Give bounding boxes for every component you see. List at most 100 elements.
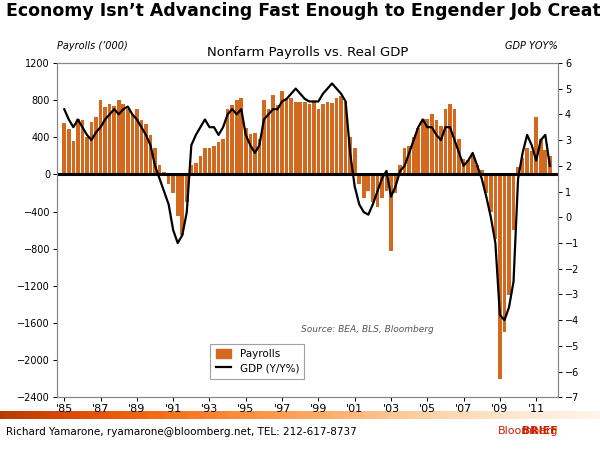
Bar	[67, 129, 71, 174]
Bar	[85, 137, 89, 174]
Bar	[271, 95, 275, 174]
Bar	[194, 163, 197, 174]
Legend: Payrolls, GDP (Y/Y%): Payrolls, GDP (Y/Y%)	[211, 344, 304, 379]
Bar	[335, 98, 338, 174]
Bar	[344, 102, 347, 174]
Bar	[135, 109, 139, 174]
Bar	[462, 159, 466, 174]
Bar	[544, 150, 547, 174]
Bar	[153, 148, 157, 174]
Text: GDP YOY%: GDP YOY%	[505, 41, 558, 51]
Bar	[466, 160, 470, 174]
Bar	[471, 156, 475, 174]
Bar	[239, 98, 243, 174]
Bar	[403, 148, 406, 174]
Bar	[131, 115, 134, 174]
Bar	[358, 174, 361, 184]
Bar	[149, 135, 152, 174]
Bar	[285, 98, 289, 174]
Bar	[112, 106, 116, 174]
Bar	[266, 109, 270, 174]
Bar	[99, 100, 103, 174]
Bar	[167, 174, 170, 184]
Bar	[144, 124, 148, 174]
Bar	[230, 105, 234, 174]
Text: BRIEF: BRIEF	[483, 426, 558, 436]
Bar	[298, 102, 302, 174]
Bar	[121, 104, 125, 174]
Bar	[140, 120, 143, 174]
Bar	[453, 109, 457, 174]
Bar	[212, 146, 216, 174]
Bar	[76, 119, 80, 174]
Bar	[257, 139, 261, 174]
Bar	[226, 109, 229, 174]
Bar	[539, 139, 542, 174]
Bar	[71, 141, 75, 174]
Bar	[371, 174, 374, 202]
Bar	[235, 100, 239, 174]
Bar	[276, 105, 280, 174]
Text: Source: BEA, BLS, Bloomberg: Source: BEA, BLS, Bloomberg	[301, 325, 434, 334]
Bar	[248, 134, 252, 174]
Bar	[321, 104, 325, 174]
Bar	[280, 91, 284, 174]
Bar	[221, 139, 225, 174]
Bar	[289, 98, 293, 174]
Bar	[548, 156, 551, 174]
Bar	[294, 102, 298, 174]
Bar	[394, 174, 397, 193]
Bar	[516, 167, 520, 174]
Text: Economy Isn’t Advancing Fast Enough to Engender Job Creation: Economy Isn’t Advancing Fast Enough to E…	[6, 2, 600, 20]
Text: Payrolls (’000): Payrolls (’000)	[57, 41, 128, 51]
Bar	[126, 109, 130, 174]
Title: Nonfarm Payrolls vs. Real GDP: Nonfarm Payrolls vs. Real GDP	[207, 46, 408, 59]
Bar	[203, 148, 207, 174]
Bar	[439, 126, 443, 174]
Bar	[176, 174, 179, 216]
Bar	[398, 165, 402, 174]
Bar	[389, 174, 393, 251]
Bar	[448, 104, 452, 174]
Bar	[430, 114, 434, 174]
Bar	[312, 102, 316, 174]
Bar	[380, 174, 384, 198]
Bar	[489, 174, 493, 211]
Bar	[376, 174, 379, 207]
Bar	[190, 165, 193, 174]
Bar	[416, 128, 420, 174]
Bar	[385, 174, 388, 191]
Bar	[158, 165, 161, 174]
Bar	[162, 172, 166, 174]
Bar	[339, 97, 343, 174]
Bar	[443, 109, 447, 174]
Text: Richard Yamarone, ryamarone@bloomberg.net, TEL: 212-617-8737: Richard Yamarone, ryamarone@bloomberg.ne…	[6, 427, 357, 436]
Bar	[244, 128, 248, 174]
Bar	[217, 142, 220, 174]
Bar	[208, 148, 211, 174]
Bar	[181, 174, 184, 235]
Bar	[407, 146, 411, 174]
Bar	[80, 120, 84, 174]
Bar	[253, 133, 257, 174]
Bar	[480, 170, 484, 174]
Bar	[185, 174, 188, 202]
Bar	[349, 137, 352, 174]
Bar	[362, 174, 365, 198]
Bar	[367, 174, 370, 191]
Bar	[353, 148, 356, 174]
Bar	[521, 158, 524, 174]
Bar	[262, 100, 266, 174]
Bar	[317, 109, 320, 174]
Bar	[94, 117, 98, 174]
Text: Bloomberg: Bloomberg	[497, 426, 558, 436]
Bar	[475, 165, 479, 174]
Bar	[512, 174, 515, 230]
Bar	[330, 103, 334, 174]
Bar	[457, 139, 461, 174]
Bar	[421, 119, 425, 174]
Bar	[412, 137, 416, 174]
Bar	[507, 174, 511, 295]
Bar	[535, 117, 538, 174]
Bar	[117, 100, 121, 174]
